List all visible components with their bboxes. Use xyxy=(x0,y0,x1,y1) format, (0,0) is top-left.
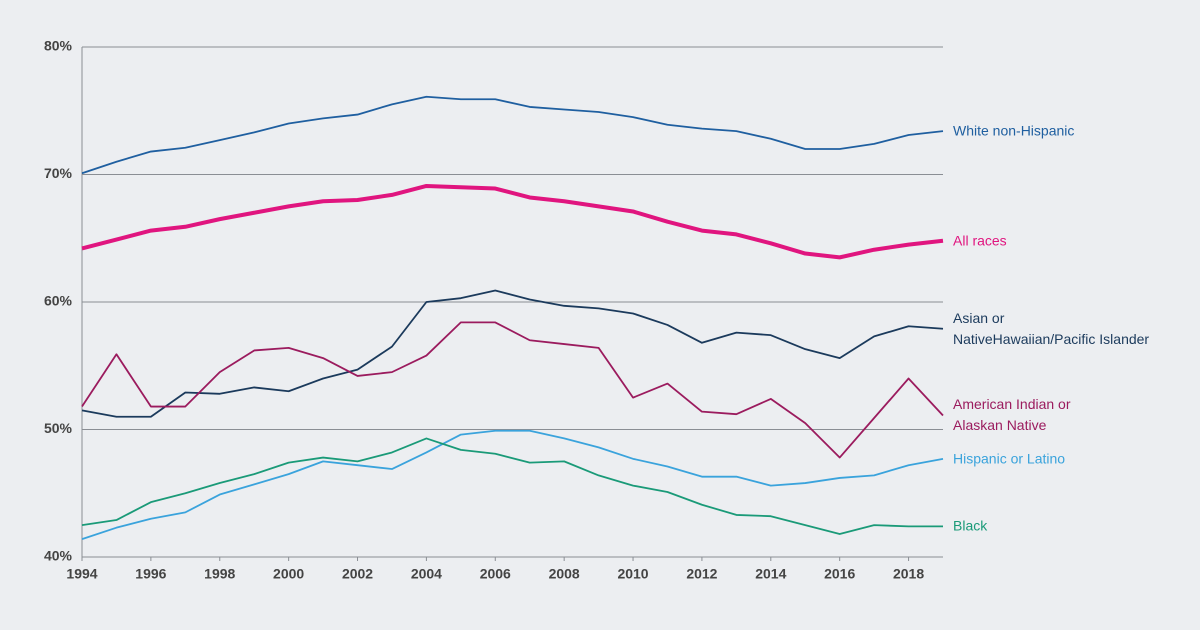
y-tick-label: 50% xyxy=(44,420,73,436)
legend-label: American Indian or Alaskan Native xyxy=(953,396,1071,434)
x-tick-label: 1996 xyxy=(135,566,166,582)
x-tick-label: 2002 xyxy=(342,566,373,582)
series-line xyxy=(81,183,944,260)
y-tick-label: 40% xyxy=(44,548,73,564)
y-tick-label: 80% xyxy=(44,38,73,54)
x-tick-label: 2018 xyxy=(893,566,924,582)
x-tick-label: 2004 xyxy=(411,566,442,582)
x-tick-label: 2016 xyxy=(824,566,855,582)
x-tick-label: 2014 xyxy=(755,566,786,582)
y-tick-label: 60% xyxy=(44,293,73,309)
y-tick-label: 70% xyxy=(44,165,73,181)
x-tick-label: 2000 xyxy=(273,566,304,582)
series-line xyxy=(81,95,944,175)
series-line xyxy=(81,321,944,459)
x-tick-label: 2012 xyxy=(686,566,717,582)
legend-label: White non-Hispanic xyxy=(953,122,1075,139)
x-tick-label: 1994 xyxy=(66,566,97,582)
x-tick-label: 2008 xyxy=(549,566,580,582)
series-line xyxy=(81,289,944,418)
x-tick-label: 1998 xyxy=(204,566,235,582)
series-line xyxy=(81,437,943,535)
legend-label: Asian or NativeHawaiian/Pacific Islander xyxy=(953,309,1150,347)
legend-label: All races xyxy=(953,232,1007,249)
series-line xyxy=(81,429,944,541)
legend-label: Hispanic or Latino xyxy=(953,450,1066,467)
legend-label: Black xyxy=(953,517,988,534)
x-tick-label: 2006 xyxy=(480,566,511,582)
x-tick-label: 2010 xyxy=(617,566,648,582)
